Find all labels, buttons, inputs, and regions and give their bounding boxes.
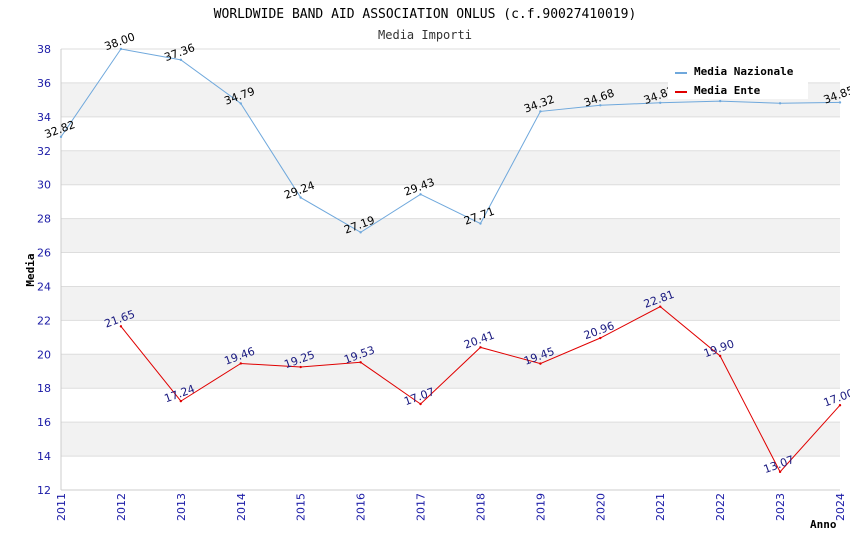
x-tick-label: 2018 (474, 493, 487, 521)
data-point (299, 365, 302, 369)
data-point (419, 402, 422, 406)
data-point (599, 104, 602, 107)
y-tick-label: 14 (37, 450, 51, 463)
x-tick-label: 2017 (415, 493, 428, 521)
x-tick-label: 2023 (774, 493, 787, 521)
y-tick-label: 18 (37, 382, 51, 395)
data-point (539, 110, 542, 113)
y-tick-label: 26 (37, 247, 51, 260)
series-lines (59, 47, 842, 474)
grid-band (61, 218, 840, 253)
grid-band (61, 252, 840, 287)
grid-band (61, 354, 840, 389)
data-point (479, 222, 482, 225)
y-tick-label: 24 (37, 280, 51, 293)
grid-bands (61, 49, 840, 490)
x-tick-label: 2019 (534, 493, 547, 521)
y-tick-label: 28 (37, 213, 51, 226)
x-tick-label: 2016 (355, 493, 368, 521)
grid-band (61, 286, 840, 321)
chart-subtitle: Media Importi (378, 28, 472, 42)
grid-band (61, 456, 840, 490)
y-tick-label: 30 (37, 179, 51, 192)
grid-band (61, 184, 840, 219)
data-point (778, 470, 782, 474)
data-point (359, 361, 362, 364)
y-tick-label: 22 (37, 314, 51, 327)
data-point (838, 101, 842, 104)
data-point (59, 135, 63, 139)
x-tick-label: 2013 (175, 493, 188, 521)
data-point (539, 362, 542, 365)
data-point (419, 193, 422, 196)
grid-band (61, 116, 840, 151)
x-tick-label: 2012 (115, 493, 128, 521)
data-point (479, 346, 482, 349)
y-tick-label: 38 (37, 43, 51, 56)
data-point (119, 325, 123, 328)
data-point (718, 354, 722, 358)
data-point (299, 196, 302, 199)
y-tick-label: 12 (37, 484, 51, 497)
data-point (778, 102, 782, 105)
data-point (179, 58, 183, 62)
y-tick-label: 32 (37, 145, 51, 158)
data-point (659, 101, 662, 104)
grid-band (61, 150, 840, 185)
legend-background (668, 61, 808, 99)
y-tick-labels: 12 14 16 18 20 22 24 26 28 30 32 34 36 38 (37, 43, 51, 497)
x-tick-label: 2020 (594, 493, 607, 521)
grid-band (61, 422, 840, 457)
data-point (838, 403, 842, 407)
data-point (179, 399, 183, 403)
y-tick-label: 36 (37, 77, 51, 90)
x-tick-label: 2011 (55, 493, 68, 521)
data-point (359, 231, 362, 234)
x-tick-label: 2024 (834, 493, 847, 521)
x-tick-label: 2021 (654, 493, 667, 521)
x-tick-labels: 2011 2012 2013 2014 2015 2016 2017 2018 2019 2020… (55, 493, 847, 521)
x-tick-label: 2015 (295, 493, 308, 521)
data-point (239, 102, 242, 105)
legend-label-media-nazionale: Media Nazionale (694, 65, 794, 78)
data-point (239, 362, 242, 365)
series-line-0 (60, 48, 841, 233)
chart-title: WORLDWIDE BAND AID ASSOCIATION ONLUS (c.… (214, 7, 637, 22)
grid-band (61, 320, 840, 355)
y-tick-label: 16 (37, 416, 51, 429)
x-axis-label: Anno (810, 518, 837, 531)
legend-label-media-ente: Media Ente (694, 84, 761, 97)
data-point (718, 99, 722, 103)
legend: Media Nazionale Media Ente (668, 61, 808, 99)
axes (60, 49, 840, 491)
y-tick-label: 34 (37, 111, 51, 124)
y-tick-label: 20 (37, 348, 51, 361)
data-point (659, 305, 662, 308)
data-point (119, 47, 123, 51)
data-point (599, 336, 602, 340)
y-axis-label: Media (24, 253, 37, 286)
x-tick-label: 2022 (714, 493, 727, 521)
x-tick-label: 2014 (235, 493, 248, 521)
grid-band (61, 388, 840, 423)
